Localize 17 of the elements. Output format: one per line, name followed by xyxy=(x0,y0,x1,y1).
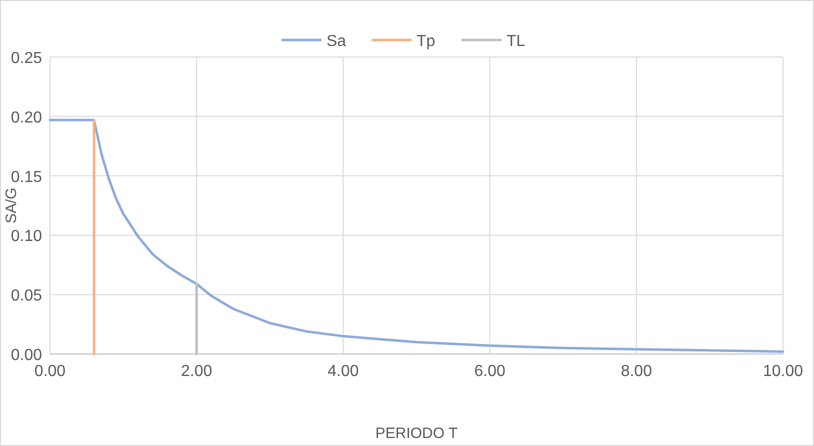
x-tick-label: 2.00 xyxy=(181,363,212,380)
y-tick-label: 0.05 xyxy=(10,288,42,305)
x-tick-label: 4.00 xyxy=(328,363,359,380)
legend-label: Sa xyxy=(326,33,346,50)
y-tick-label: 0.20 xyxy=(10,109,42,126)
x-tick-label: 6.00 xyxy=(474,363,506,380)
x-axis-title: PERIODO T xyxy=(375,425,458,442)
y-tick-label: 0.25 xyxy=(10,50,42,67)
legend-label: Tp xyxy=(416,33,436,50)
y-tick-label: 0.00 xyxy=(10,347,42,364)
y-tick-label: 0.15 xyxy=(10,168,42,186)
x-tick-label: 8.00 xyxy=(620,363,652,380)
y-axis-title: SA/G xyxy=(3,188,20,224)
x-tick-label: 0.00 xyxy=(34,363,66,380)
x-tick-label: 10.00 xyxy=(762,363,804,380)
legend-label: TL xyxy=(506,33,526,50)
y-tick-label: 0.10 xyxy=(10,228,42,246)
